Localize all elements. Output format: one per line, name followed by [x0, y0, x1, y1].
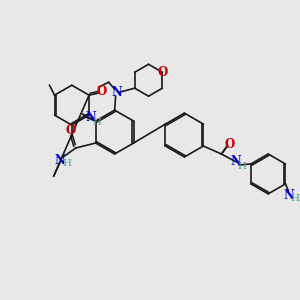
Text: H: H — [92, 118, 101, 127]
Text: H: H — [291, 194, 300, 203]
Text: H: H — [238, 162, 247, 171]
Text: O: O — [66, 124, 76, 136]
Text: N: N — [54, 154, 65, 167]
Text: H: H — [62, 160, 71, 169]
Text: O: O — [157, 66, 167, 79]
Text: N: N — [111, 86, 122, 99]
Text: N: N — [86, 111, 96, 124]
Text: N: N — [283, 189, 294, 203]
Text: O: O — [224, 137, 234, 151]
Text: O: O — [97, 85, 107, 98]
Text: N: N — [231, 155, 242, 169]
